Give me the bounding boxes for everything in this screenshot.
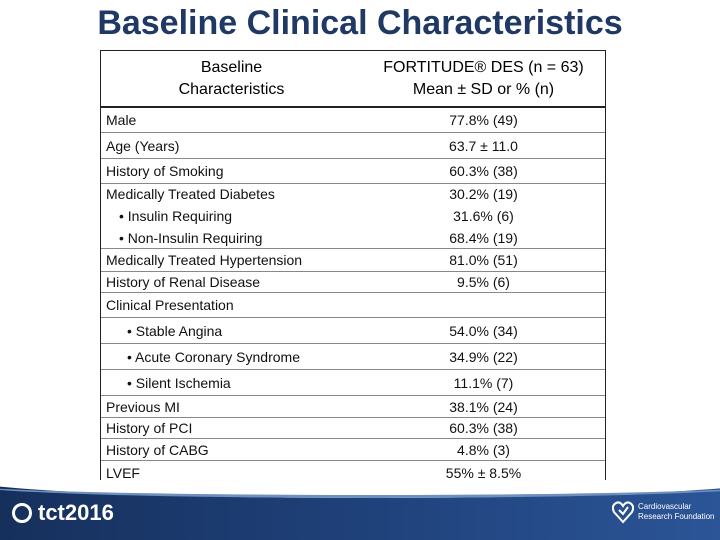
row-divider: [101, 271, 605, 272]
row-value: 55% ± 8.5%: [445, 465, 522, 481]
row-value: 60.3% (38): [449, 163, 518, 179]
row-label: Age (Years): [106, 137, 180, 154]
table-row: • Acute Coronary Syndrome 34.9% (22): [101, 344, 605, 369]
crf-logo: Cardiovascular Research Foundation: [612, 500, 715, 524]
row-value: 11.1% (7): [453, 374, 514, 391]
header-col-characteristics: Baseline Characteristics: [101, 51, 362, 106]
tct-logo: tct2016: [12, 500, 114, 526]
row-label: Male: [106, 112, 137, 128]
row-value: 77.8% (49): [449, 112, 518, 128]
table-row: • Silent Ischemia 11.1% (7): [101, 370, 605, 395]
tct-logo-text: tct2016: [38, 500, 114, 525]
table-row: Clinical Presentation: [101, 293, 605, 317]
crf-line2: Research Foundation: [638, 512, 715, 521]
crf-heart-icon: [612, 501, 634, 524]
row-label: LVEF: [106, 465, 140, 481]
row-value: 60.3% (38): [449, 419, 518, 436]
row-divider: [101, 317, 605, 318]
table-row: Medically Treated Diabetes 30.2% (19): [101, 183, 605, 205]
crf-line1: Cardiovascular: [638, 502, 692, 511]
header-col2-label: FORTITUDE® DES (n = 63) Mean ± SD or % (…: [383, 58, 584, 98]
table-row: • Stable Angina 54.0% (34): [101, 318, 605, 343]
row-value: 68.4% (19): [449, 229, 518, 246]
row-label: • Acute Coronary Syndrome: [127, 348, 300, 365]
row-divider: [101, 292, 605, 293]
row-label: Clinical Presentation: [106, 297, 234, 313]
footer-swoosh-accent: [0, 480, 720, 498]
row-divider: [101, 248, 605, 249]
table-header: Baseline Characteristics FORTITUDE® DES …: [101, 51, 605, 106]
row-label: • Silent Ischemia: [127, 374, 231, 391]
row-value: 31.6% (6): [453, 208, 514, 224]
characteristics-table: Baseline Characteristics FORTITUDE® DES …: [100, 50, 606, 486]
row-label: History of Smoking: [106, 163, 224, 179]
row-value: 54.0% (34): [449, 322, 518, 339]
row-label: History of PCI: [106, 419, 193, 436]
row-divider: [101, 132, 605, 133]
table-row: Male 77.8% (49): [101, 108, 605, 132]
tct-circle-icon: [12, 503, 32, 523]
row-value: 81.0% (51): [449, 252, 518, 268]
row-value: 63.7 ± 11.0: [449, 137, 518, 154]
table-row: • Insulin Requiring 31.6% (6): [101, 205, 605, 227]
crf-logo-text: Cardiovascular Research Foundation: [638, 502, 715, 522]
row-label: Medically Treated Diabetes: [106, 186, 275, 202]
table-row: LVEF 55% ± 8.5%: [101, 461, 605, 485]
table-row: History of PCI 60.3% (38): [101, 417, 605, 438]
row-value: 38.1% (24): [449, 398, 518, 415]
row-label: • Insulin Requiring: [119, 208, 233, 224]
header-divider: [101, 106, 605, 108]
row-divider: [101, 438, 605, 439]
table-row: History of Smoking 60.3% (38): [101, 159, 605, 183]
slide-title: Baseline Clinical Characteristics: [97, 4, 623, 42]
row-value: 30.2% (19): [449, 186, 518, 202]
row-label: History of CABG: [106, 441, 209, 458]
row-divider: [101, 417, 605, 418]
footer-band: [0, 480, 720, 540]
row-label: Previous MI: [106, 398, 180, 415]
table-row: Medically Treated Hypertension 81.0% (51…: [101, 249, 605, 271]
row-label: • Stable Angina: [127, 322, 223, 339]
row-label: • Non-Insulin Requiring: [119, 229, 263, 246]
row-divider: [101, 460, 605, 461]
row-divider: [101, 395, 605, 396]
table-row: History of Renal Disease 9.5% (6): [101, 271, 605, 292]
row-value: 9.5% (6): [457, 273, 510, 290]
row-divider: [101, 343, 605, 344]
row-label: History of Renal Disease: [106, 273, 261, 290]
table-row: Age (Years) 63.7 ± 11.0: [101, 133, 605, 158]
header-col-values: FORTITUDE® DES (n = 63) Mean ± SD or % (…: [362, 51, 605, 106]
row-divider: [101, 183, 605, 184]
row-label: Medically Treated Hypertension: [106, 252, 303, 268]
row-divider: [101, 369, 605, 370]
table-row: • Non-Insulin Requiring 68.4% (19): [101, 227, 605, 248]
row-value: 34.9% (22): [449, 348, 518, 365]
table-row: Previous MI 38.1% (24): [101, 396, 605, 417]
table-row: History of CABG 4.8% (3): [101, 439, 605, 460]
row-divider: [101, 158, 605, 159]
row-value: 4.8% (3): [457, 441, 510, 458]
header-col1-label: Baseline Characteristics: [178, 58, 285, 98]
